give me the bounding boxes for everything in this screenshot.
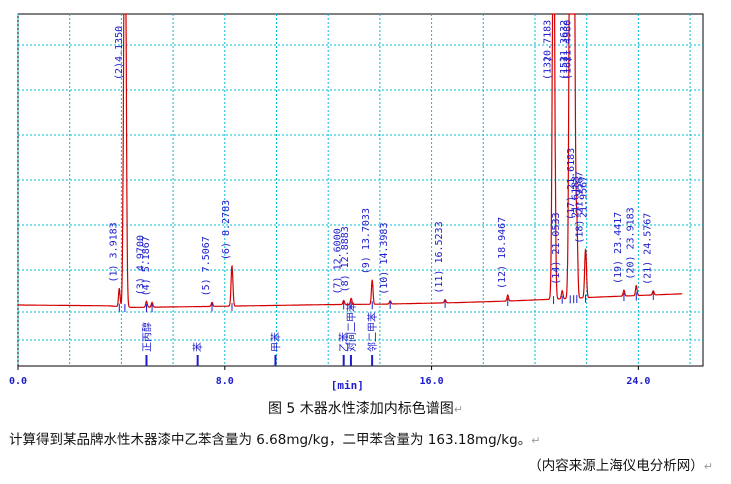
x-axis-label: [min]	[331, 379, 364, 392]
x-tick-label: 0.0	[9, 376, 27, 387]
peak-rt-label: 20.7183	[543, 20, 554, 62]
reference-label: 正丙醇	[140, 322, 153, 352]
reference-label: 甲苯	[269, 332, 282, 352]
x-tick-label: 24.0	[626, 376, 650, 387]
peak-label: (8) 12.8883	[340, 226, 351, 292]
result-text: 计算得到某品牌水性木器漆中乙苯含量为 6.68mg/kg，二甲苯含量为 163.…	[9, 428, 540, 448]
x-tick-label: 16.0	[420, 376, 444, 387]
peak-label: (14) 21.0533	[551, 212, 562, 284]
peak-label: (4) 5.1867	[141, 236, 152, 296]
reference-label: 对间二甲苯	[345, 302, 358, 352]
peak-label: (21) 24.5767	[642, 213, 653, 285]
reference-label: 邻二甲苯	[366, 312, 379, 352]
peak-rt-label: 21.4980	[563, 20, 574, 62]
result-text-content: 计算得到某品牌水性木器漆中乙苯含量为 6.68mg/kg，二甲苯含量为 163.…	[9, 432, 531, 448]
source-text: （内容来源上海仪电分析网）↵	[528, 454, 713, 474]
peak-label: (12) 18.9467	[497, 217, 508, 289]
peak-label: (1) 3.9183	[108, 222, 119, 282]
peak-label: (20) 23.9183	[625, 207, 636, 279]
peak-label: (9) 13.7033	[361, 208, 372, 274]
peak-label: (11) 16.5233	[434, 221, 445, 293]
peak-label: (19) 23.4417	[613, 212, 624, 284]
peak-rt-label: 21.9567	[579, 176, 590, 218]
paragraph-mark-icon: ↵	[531, 434, 540, 447]
chromatogram-chart: 正丙醇苯甲苯 乙苯对间二甲苯 邻二甲苯 (1) 3.9183 (3) 4.9700(4…	[0, 0, 731, 400]
paragraph-mark-icon: ↵	[704, 460, 713, 473]
x-tick-label: 8.0	[216, 376, 234, 387]
peak-label: (5) 7.5067	[201, 236, 212, 296]
paragraph-mark-icon: ↵	[454, 403, 463, 416]
peak-number-label: (2)	[114, 62, 125, 80]
figure-caption: 图 5 木器水性漆加内标色谱图↵	[0, 398, 731, 418]
figure-caption-text: 图 5 木器水性漆加内标色谱图	[268, 401, 454, 417]
source-text-content: （内容来源上海仪电分析网）	[528, 458, 704, 474]
peak-label: (6) 8.2783	[221, 200, 232, 260]
peak-label: (10) 14.3983	[379, 223, 390, 295]
reference-label: 苯	[192, 342, 205, 352]
peak-rt-label: 4.1350	[114, 26, 125, 62]
